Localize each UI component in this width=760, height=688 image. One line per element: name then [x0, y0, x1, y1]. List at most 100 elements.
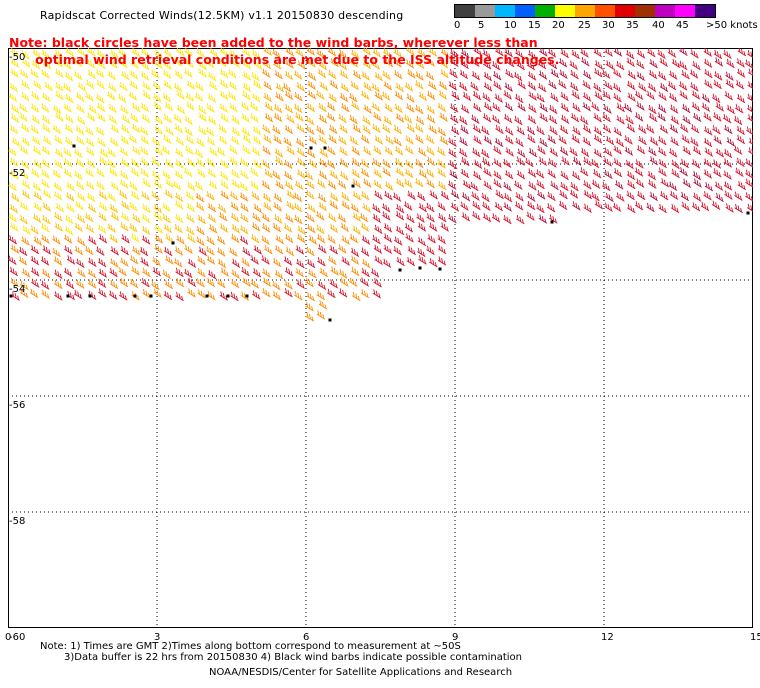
- legend-swatch: [535, 5, 555, 17]
- wind-barb: [162, 92, 171, 103]
- wind-barb: [64, 71, 74, 82]
- wind-barb: [539, 102, 548, 113]
- wind-barb: [426, 90, 436, 100]
- wind-barb: [153, 179, 163, 189]
- wind-barb: [130, 59, 139, 69]
- wind-barb: [736, 157, 745, 167]
- wind-barb: [75, 180, 85, 190]
- wind-barb: [613, 145, 622, 155]
- wind-barb: [153, 211, 163, 221]
- wind-barb: [194, 92, 204, 102]
- wind-barb: [625, 115, 634, 125]
- wind-barb: [648, 112, 658, 122]
- wind-barb: [548, 158, 557, 168]
- wind-barb: [41, 178, 50, 189]
- wind-barb: [516, 156, 525, 166]
- wind-barb: [450, 202, 460, 212]
- wind-barb: [163, 290, 173, 301]
- wind-barb: [130, 158, 140, 168]
- wind-barb: [185, 145, 194, 155]
- wind-barb: [602, 112, 611, 123]
- wind-barb: [572, 156, 582, 166]
- wind-barb: [503, 202, 512, 212]
- wind-barb: [318, 244, 327, 254]
- wind-barb: [140, 135, 149, 145]
- y-tick-label: -56: [9, 400, 26, 411]
- wind-barb: [296, 147, 306, 157]
- wind-barb: [395, 167, 405, 177]
- contamination-marker: [245, 294, 249, 298]
- wind-barb: [130, 113, 139, 123]
- wind-barb: [612, 202, 622, 212]
- wind-barb: [173, 113, 182, 124]
- wind-barb: [305, 302, 314, 312]
- wind-barb: [471, 71, 481, 81]
- wind-barb: [86, 146, 95, 157]
- wind-barb: [285, 246, 295, 257]
- wind-barb: [405, 59, 415, 69]
- wind-barb: [395, 178, 405, 188]
- wind-barb: [603, 157, 613, 167]
- wind-barb: [548, 114, 558, 125]
- wind-barb: [21, 179, 31, 189]
- wind-barb: [437, 256, 447, 266]
- wind-barb: [691, 90, 701, 100]
- wind-barb: [714, 57, 724, 67]
- wind-barb: [440, 190, 450, 200]
- wind-barb: [183, 167, 193, 177]
- wind-barb: [735, 167, 744, 177]
- wind-barb: [736, 58, 745, 68]
- wind-barb: [119, 278, 129, 288]
- wind-barb: [184, 48, 193, 57]
- wind-barb: [41, 234, 50, 244]
- wind-barb: [21, 123, 30, 133]
- wind-barb: [714, 181, 724, 191]
- wind-barb: [602, 124, 612, 134]
- wind-barb: [8, 146, 17, 157]
- wind-barb: [394, 103, 403, 113]
- wind-barb: [689, 69, 699, 79]
- wind-barb: [319, 158, 328, 168]
- wind-barb: [472, 124, 482, 134]
- wind-barb: [297, 225, 306, 235]
- wind-barb: [679, 48, 688, 56]
- wind-barb: [87, 268, 97, 279]
- wind-barb: [373, 278, 382, 288]
- wind-barb: [482, 213, 492, 223]
- wind-barb: [96, 246, 105, 256]
- wind-barb: [360, 168, 370, 178]
- wind-barb: [482, 201, 491, 211]
- wind-barb: [76, 135, 85, 145]
- wind-barb: [275, 156, 284, 166]
- wind-barb: [580, 147, 590, 157]
- wind-barb: [273, 202, 282, 212]
- wind-barb: [9, 124, 19, 135]
- wind-barb: [724, 190, 733, 200]
- wind-barb: [428, 124, 438, 134]
- wind-barb: [293, 192, 303, 202]
- wind-barb: [329, 223, 339, 233]
- wind-barb: [493, 145, 502, 155]
- wind-barb: [415, 71, 424, 81]
- wind-barb: [448, 214, 457, 224]
- wind-barb: [703, 191, 712, 201]
- wind-barb: [272, 257, 282, 268]
- wind-barb: [65, 279, 75, 290]
- wind-barb: [194, 148, 204, 159]
- wind-barb: [626, 57, 635, 67]
- wind-barb: [583, 180, 592, 190]
- wind-barb: [208, 224, 218, 234]
- wind-barb: [251, 191, 260, 201]
- wind-barb: [482, 113, 492, 123]
- wind-barb: [504, 102, 514, 112]
- wind-barb: [316, 48, 325, 59]
- wind-barb: [217, 258, 227, 269]
- wind-barb: [263, 134, 272, 144]
- wind-barb: [593, 48, 602, 58]
- wind-barb: [472, 170, 482, 181]
- wind-barb: [119, 179, 129, 189]
- wind-barb: [283, 137, 292, 147]
- wind-barb: [381, 91, 391, 101]
- wind-barb: [593, 82, 602, 93]
- wind-barb: [516, 60, 525, 71]
